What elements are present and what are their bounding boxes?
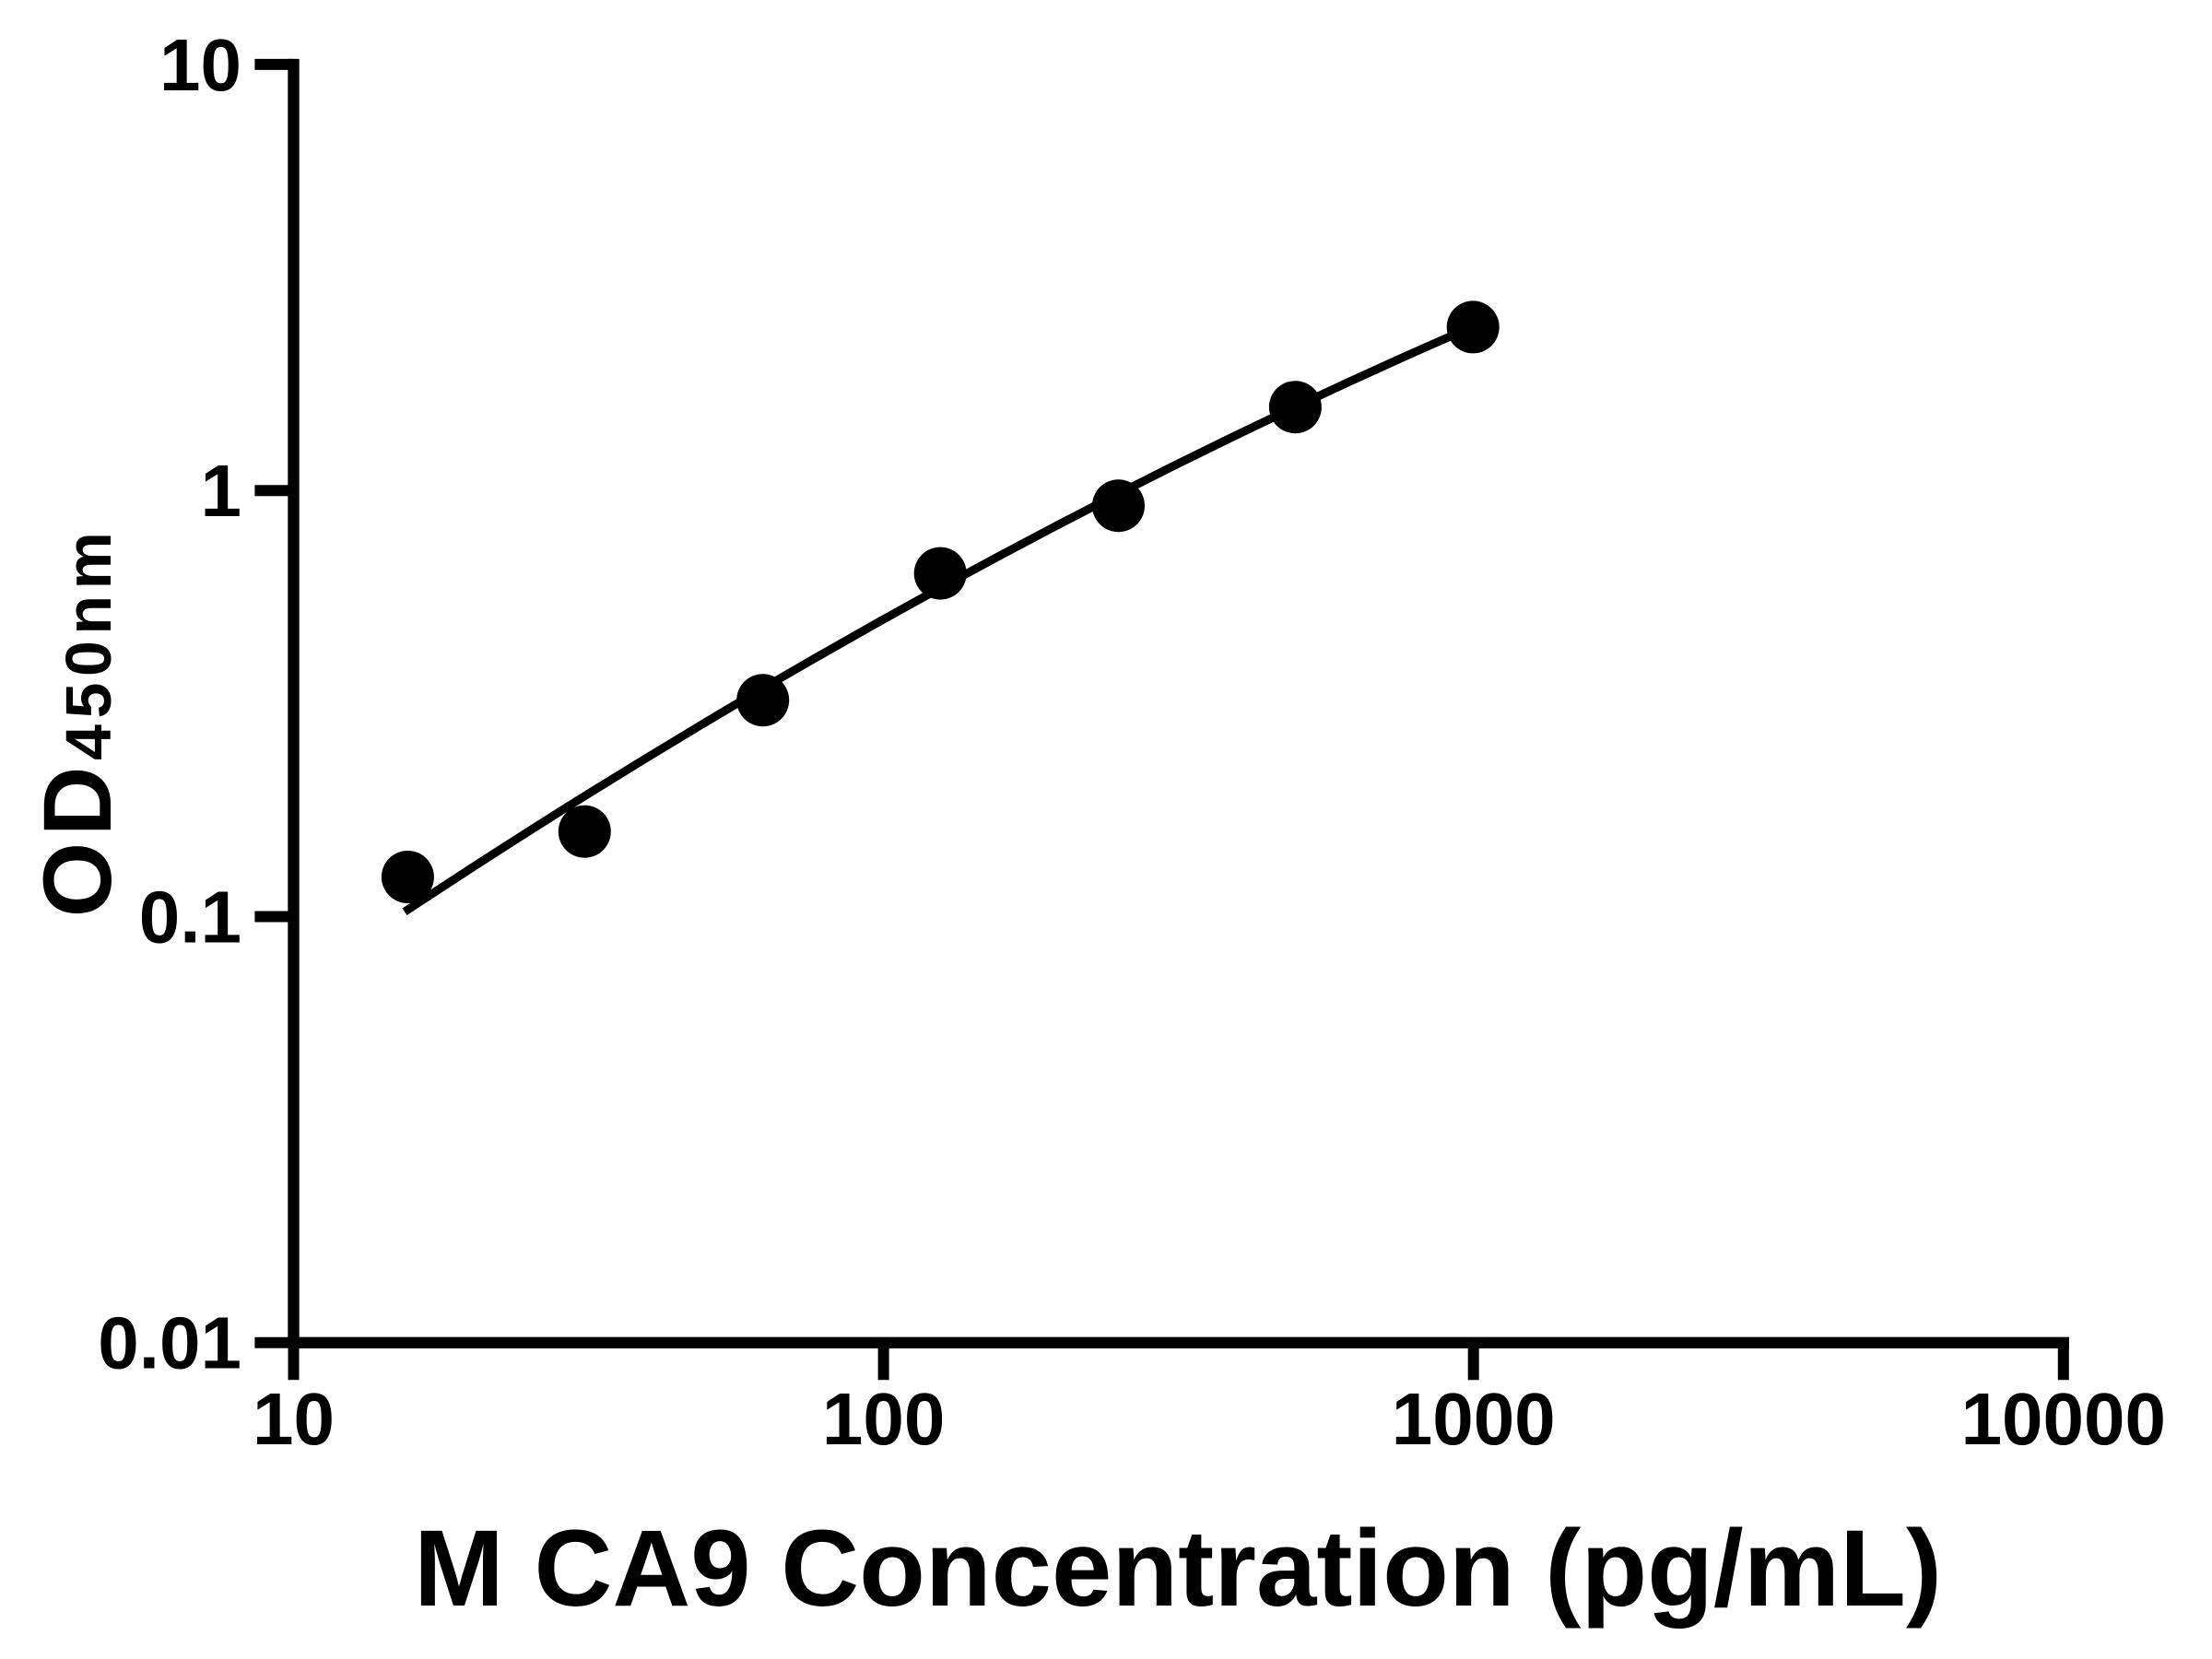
svg-text:0.01: 0.01 xyxy=(98,1302,241,1384)
svg-text:M CA9 Concentration (pg/mL): M CA9 Concentration (pg/mL) xyxy=(414,1508,1942,1629)
svg-text:10: 10 xyxy=(253,1378,335,1460)
svg-text:100: 100 xyxy=(822,1378,945,1460)
svg-text:OD450nm: OD450nm xyxy=(24,526,132,918)
svg-text:10000: 10000 xyxy=(1961,1378,2166,1460)
svg-text:0.1: 0.1 xyxy=(139,876,241,958)
svg-text:1000: 1000 xyxy=(1392,1378,1556,1460)
svg-text:1: 1 xyxy=(201,450,242,532)
svg-text:10: 10 xyxy=(159,24,241,106)
